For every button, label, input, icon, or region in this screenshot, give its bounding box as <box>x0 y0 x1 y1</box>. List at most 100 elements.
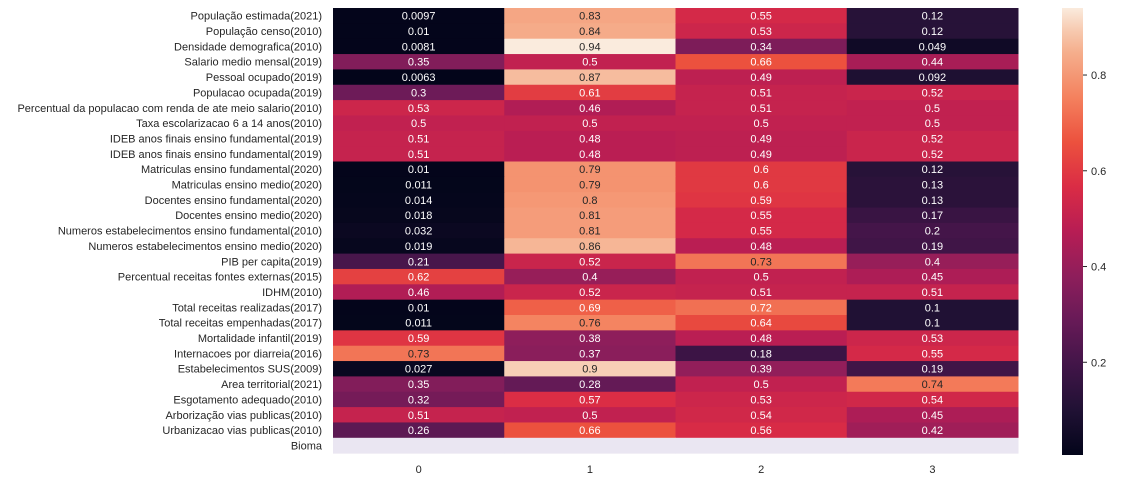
cell-value-label: 0.76 <box>579 318 600 330</box>
row-label: Total receitas empenhadas(2017) <box>159 318 322 330</box>
cell-value-label: 0.64 <box>750 318 771 330</box>
heatmap-cell <box>504 422 676 439</box>
row-label: IDEB anos finais ensino fundamental(2019… <box>110 149 322 161</box>
row-label: Urbanizacao vias publicas(2010) <box>162 425 322 437</box>
cell-value-label: 0.4 <box>582 272 597 284</box>
heatmap-cell <box>333 207 505 224</box>
cell-value-label: 0.5 <box>582 118 597 130</box>
cell-value-label: 0.66 <box>579 425 600 437</box>
heatmap-cell <box>504 376 676 393</box>
cell-value-label: 0.69 <box>579 302 600 314</box>
heatmap-cell <box>504 130 676 147</box>
heatmap-cell <box>504 222 676 239</box>
heatmap-cell <box>675 130 848 147</box>
cell-value-label: 0.35 <box>408 379 429 391</box>
cell-value-label: 0.79 <box>579 164 600 176</box>
heatmap-cell <box>846 345 1019 362</box>
heatmap-cell <box>675 69 848 86</box>
heatmap-cell <box>846 192 1019 209</box>
heatmap-cell <box>675 345 848 362</box>
cell-value-label: 0.28 <box>579 379 600 391</box>
cell-value-label: 0.0063 <box>402 72 436 84</box>
heatmap-cell <box>675 84 848 101</box>
cell-value-label: 0.01 <box>408 302 429 314</box>
heatmap-cell <box>333 54 505 70</box>
x-tick-label: 2 <box>758 464 764 476</box>
row-label: Pessoal ocupado(2019) <box>206 72 322 84</box>
cell-value-label: 0.54 <box>750 410 771 422</box>
heatmap-cell <box>504 345 676 362</box>
cell-value-label: 0.57 <box>579 394 600 406</box>
heatmap-cell <box>333 130 505 147</box>
cell-annotations: 0.0097 0.83 0.55 0.12 0.01 0.84 0.53 0.12 0.0081… <box>402 11 946 437</box>
heatmap-cell <box>333 69 505 86</box>
heatmap-cell <box>846 315 1019 331</box>
x-axis-ticks: 0 1 2 3 <box>416 464 936 476</box>
cell-value-label: 0.51 <box>750 103 771 115</box>
cell-value-label: 0.5 <box>753 379 768 391</box>
cell-value-label: 0.45 <box>922 272 943 284</box>
cell-value-label: 0.49 <box>750 72 771 84</box>
cell-value-label: 0.55 <box>750 11 771 23</box>
cell-value-label: 0.79 <box>579 180 600 192</box>
heatmap-cell <box>333 38 505 55</box>
heatmap-cell <box>504 437 676 454</box>
heatmap-cell <box>333 176 505 193</box>
cell-value-label: 0.01 <box>408 26 429 38</box>
row-label: Numeros estabelecimentos ensino medio(20… <box>88 241 322 253</box>
heatmap-cell <box>504 115 676 132</box>
cell-value-label: 0.5 <box>582 57 597 69</box>
cell-value-label: 0.12 <box>922 11 943 23</box>
cell-value-label: 0.42 <box>922 425 943 437</box>
heatmap-cell <box>846 130 1019 147</box>
cell-value-label: 0.6 <box>753 180 768 192</box>
row-label: Docentes ensino fundamental(2020) <box>145 195 322 207</box>
heatmap-cell <box>846 437 1019 454</box>
heatmap-cell <box>846 238 1019 255</box>
heatmap-cell <box>675 315 848 331</box>
heatmap-cell <box>846 299 1019 316</box>
heatmap-cell <box>846 161 1019 178</box>
heatmap-cell <box>504 176 676 193</box>
cell-value-label: 0.5 <box>753 118 768 130</box>
cell-value-label: 0.34 <box>750 41 771 53</box>
cell-value-label: 0.73 <box>408 348 429 360</box>
cell-value-label: 0.3 <box>411 87 426 99</box>
row-label: Mortalidade infantil(2019) <box>198 333 322 345</box>
cell-value-label: 0.54 <box>922 394 943 406</box>
cell-value-label: 0.46 <box>579 103 600 115</box>
heatmap-cell <box>504 238 676 255</box>
heatmap-cell <box>675 161 848 178</box>
heatmap-cell <box>333 376 505 393</box>
heatmap-cell <box>675 253 848 270</box>
heatmap-cell <box>846 54 1019 70</box>
heatmap-cell <box>333 407 505 423</box>
heatmap-cell <box>846 422 1019 439</box>
heatmap-cell <box>675 268 848 285</box>
heatmap-cell <box>675 207 848 224</box>
heatmap-cell <box>333 315 505 331</box>
heatmap-cell <box>504 253 676 270</box>
cell-value-label: 0.0097 <box>402 11 436 23</box>
heatmap-cell <box>846 222 1019 239</box>
heatmap-cell <box>675 361 848 377</box>
row-label: Esgotamento adequado(2010) <box>173 394 322 406</box>
row-label: Total receitas realizadas(2017) <box>172 302 322 314</box>
row-label: Docentes ensino medio(2020) <box>175 210 322 222</box>
heatmap-cell <box>333 192 505 209</box>
heatmap-cell <box>675 100 848 116</box>
cell-value-label: 0.83 <box>579 11 600 23</box>
heatmap-cell <box>333 84 505 101</box>
cell-value-label: 0.44 <box>922 57 943 69</box>
cell-value-label: 0.61 <box>579 87 600 99</box>
heatmap-cell <box>846 361 1019 377</box>
cell-value-label: 0.21 <box>408 256 429 268</box>
heatmap-cell <box>846 268 1019 285</box>
cell-value-label: 0.8 <box>582 195 597 207</box>
cell-value-label: 0.1 <box>925 302 940 314</box>
cell-value-label: 0.1 <box>925 318 940 330</box>
cell-value-label: 0.94 <box>579 41 600 53</box>
heatmap-cell <box>675 192 848 209</box>
cell-value-label: 0.48 <box>750 333 771 345</box>
